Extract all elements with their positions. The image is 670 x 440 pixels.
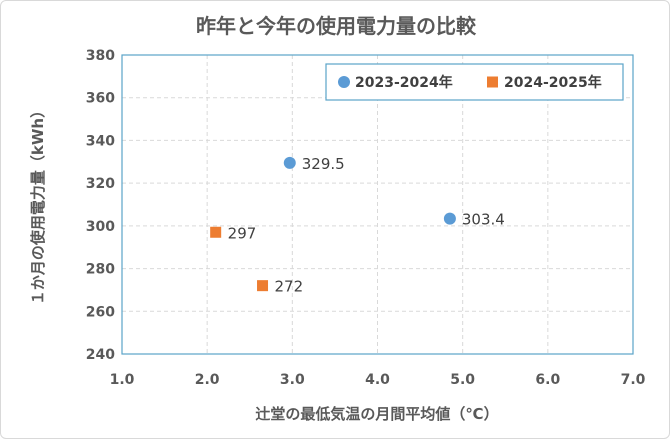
legend: 2023-2024年 2024-2025年 bbox=[325, 63, 624, 101]
data-points: 329.5 303.4 297 272 bbox=[210, 155, 505, 296]
data-label: 303.4 bbox=[462, 211, 505, 229]
data-point-1 bbox=[443, 212, 456, 225]
legend-entry: 2023-2024年 bbox=[355, 74, 453, 91]
y-tick-label: 280 bbox=[86, 262, 115, 278]
y-tick-label: 300 bbox=[86, 219, 115, 235]
legend-marker bbox=[487, 76, 498, 88]
y-tick-label: 380 bbox=[86, 48, 115, 64]
y-tick-label: 320 bbox=[86, 176, 115, 192]
data-label: 297 bbox=[228, 224, 257, 242]
y-tick-label: 360 bbox=[86, 91, 115, 107]
x-axis-ticks: 1.0 2.0 3.0 4.0 5.0 6.0 7.0 bbox=[110, 372, 646, 388]
chart-title: 昨年と今年の使用電力量の比較 bbox=[196, 14, 477, 38]
y-tick-label: 240 bbox=[86, 347, 115, 363]
x-tick-label: 7.0 bbox=[621, 372, 646, 388]
plot-area bbox=[121, 54, 634, 355]
legend-marker bbox=[338, 76, 350, 88]
y-axis-label: １か月の使用電力量（kWh） bbox=[29, 103, 47, 305]
x-tick-label: 4.0 bbox=[365, 372, 390, 388]
y-tick-label: 260 bbox=[86, 304, 115, 320]
data-label: 272 bbox=[275, 278, 304, 296]
x-tick-label: 3.0 bbox=[280, 372, 305, 388]
x-axis-label: 辻堂の最低気温の月間平均値（℃） bbox=[255, 405, 498, 423]
data-point-2 bbox=[210, 226, 222, 238]
y-axis-ticks: 240 260 280 300 320 340 360 380 bbox=[86, 48, 115, 363]
data-point-2 bbox=[257, 280, 269, 292]
y-tick-label: 340 bbox=[86, 133, 115, 149]
x-tick-label: 5.0 bbox=[450, 372, 475, 388]
x-tick-label: 1.0 bbox=[110, 372, 135, 388]
data-label: 329.5 bbox=[302, 155, 345, 173]
legend-box bbox=[325, 63, 624, 101]
x-tick-label: 6.0 bbox=[535, 372, 560, 388]
data-point-1 bbox=[283, 156, 296, 169]
x-tick-label: 2.0 bbox=[195, 372, 220, 388]
legend-entry: 2024-2025年 bbox=[504, 74, 602, 91]
